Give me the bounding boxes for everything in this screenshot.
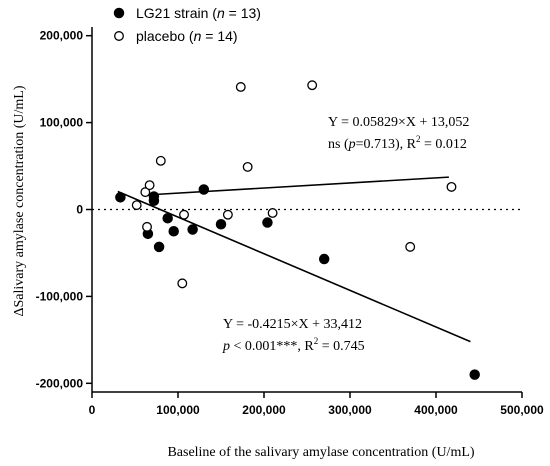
data-points: [115, 80, 480, 380]
placebo-fit-equation: Y = 0.05829×X + 13,052: [328, 115, 469, 130]
placebo-point: [267, 208, 278, 218]
placebo-point: [155, 155, 166, 166]
x-tick-label: 0: [89, 403, 96, 417]
legend-marker-lg21: [113, 7, 125, 19]
y-tick-label: 200,000: [40, 29, 84, 43]
lg21-fit-annotation: Y = -0.4215×X + 33,412 p < 0.001***, R2 …: [222, 317, 365, 354]
placebo-point: [405, 241, 416, 252]
placebo-point: [144, 180, 155, 191]
placebo-fit-annotation: Y = 0.05829×X + 13,052 ns (p=0.713), R2 …: [328, 115, 469, 152]
lg21-point: [215, 219, 227, 230]
x-tick-label: 200,000: [242, 403, 286, 417]
lg21-point: [187, 224, 198, 235]
y-tick-label: -200,000: [36, 376, 84, 390]
placebo-fit-line: [152, 176, 449, 196]
lg21-point: [162, 212, 173, 224]
placebo-point: [222, 209, 233, 220]
legend: LG21 strain (n = 13) placebo (n = 14): [113, 5, 261, 44]
y-axis-label: ΔSalivary amylase concentration (U/mL): [12, 85, 27, 316]
lg21-point: [115, 192, 126, 203]
x-tick-label: 100,000: [156, 403, 200, 417]
x-axis-label: Baseline of the salivary amylase concent…: [167, 445, 474, 460]
lg21-point: [168, 225, 179, 237]
placebo-point: [307, 80, 318, 91]
lg21-fit-equation: Y = -0.4215×X + 33,412: [223, 317, 362, 332]
y-tick-label: 0: [76, 203, 83, 217]
y-tick-label: 100,000: [40, 116, 84, 130]
lg21-point: [198, 184, 210, 195]
legend-label-placebo: placebo (n = 14): [136, 28, 238, 44]
lg21-point: [318, 253, 330, 265]
legend-label-lg21: LG21 strain (n = 13): [136, 5, 261, 21]
x-tick-label: 300,000: [328, 403, 372, 417]
y-tick-label: -100,000: [36, 289, 84, 303]
axes: [91, 27, 522, 393]
lg21-point: [148, 195, 160, 207]
x-tick-label: 500,000: [500, 403, 544, 417]
placebo-fit-stats: ns (p=0.713), R2 = 0.012: [328, 134, 467, 152]
lg21-point: [469, 369, 480, 380]
placebo-point: [140, 187, 151, 198]
placebo-point: [179, 209, 189, 220]
placebo-point: [446, 181, 457, 192]
lg21-point: [153, 241, 165, 253]
x-tick-label: 400,000: [414, 403, 458, 417]
legend-marker-placebo: [114, 31, 124, 41]
placebo-point: [235, 82, 246, 92]
lg21-fit-stats: p < 0.001***, R2 = 0.745: [222, 336, 365, 354]
placebo-point: [131, 200, 142, 211]
lg21-point: [262, 217, 273, 228]
placebo-point: [142, 221, 152, 232]
placebo-point: [177, 278, 188, 289]
x-axis-ticks: 0 100,000 200,000 300,000 400,000 500,000: [89, 392, 544, 417]
placebo-point: [242, 161, 253, 172]
lg21-fit-line: [117, 190, 471, 343]
y-axis-ticks: -200,000 -100,000 0 100,000 200,000: [36, 29, 92, 390]
